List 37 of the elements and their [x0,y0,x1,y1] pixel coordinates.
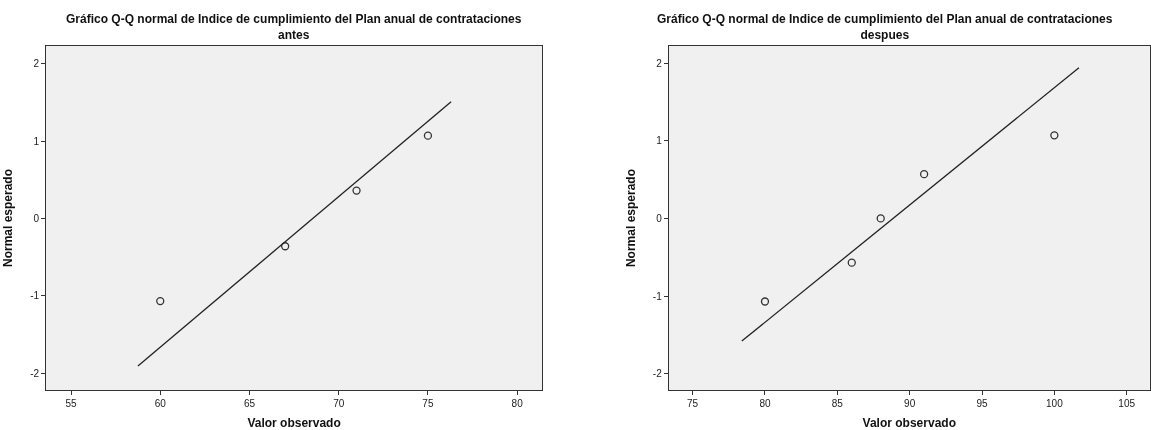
y-tick-label: 1 [33,135,40,147]
x-tick-label: 60 [154,398,167,410]
x-axis-title: Valor observado [247,416,341,430]
y-tick-label: -2 [652,368,663,380]
point [156,296,165,306]
chart-title: Gráfico Q-Q normal de Indice de cumplimiento del Plan anual de contrataciones antes [66,12,522,42]
x-tick-label: 55 [65,398,78,410]
x-tick-label: 70 [333,398,345,410]
point [847,258,856,267]
y-tick-label: 0 [33,212,40,224]
x-tick-label: 80 [759,398,771,410]
x-tick-label: 75 [422,398,434,410]
point [919,169,929,179]
x-tick-label: 95 [976,398,988,410]
y-tick-label: 2 [33,58,40,70]
point [423,131,433,140]
y-tick-label: -1 [652,290,663,302]
x-tick-label: 90 [904,398,916,410]
y-tick-label: -2 [30,367,40,379]
x-tick-label: 75 [687,398,699,410]
x-tick-label: 65 [243,398,256,410]
point [876,214,885,223]
x-tick-label: 85 [831,398,844,410]
chart-title: Gráfico Q-Q normal de Indice de cumplimiento del Plan anual de contrataciones despues [657,12,1113,42]
x-axis-title: Valor observado [862,416,956,430]
x-tick-label: 105 [1118,398,1136,410]
x-tick-label: 100 [1046,398,1064,410]
y-tick-label: 0 [656,212,663,224]
y-axis-title: Normal esperado [1,168,16,268]
y-tick-label: -1 [30,290,40,302]
y-tick-label: 2 [656,57,663,69]
point [352,186,361,195]
y-tick-label: 1 [656,135,663,147]
y-axis-title: Normal esperado [624,168,639,268]
point [760,297,770,306]
x-tick-label: 80 [511,398,524,410]
point [1050,131,1059,140]
